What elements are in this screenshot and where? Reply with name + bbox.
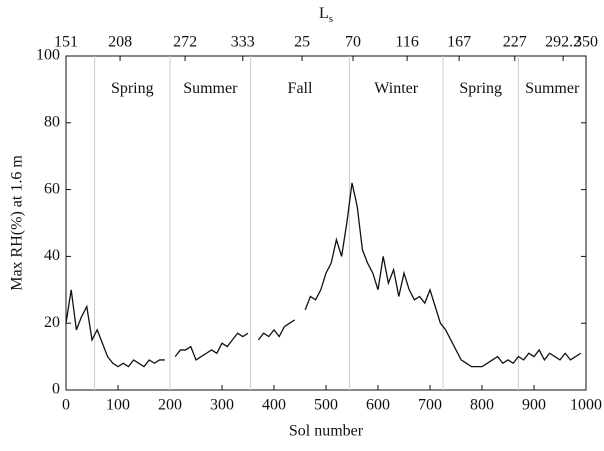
season-label: Winter [374, 80, 418, 97]
x-tick-label: 0 [62, 397, 70, 414]
x2-tick-label: 167 [447, 34, 471, 51]
plot-frame [65, 55, 587, 391]
x2-tick-label: 25 [294, 34, 310, 51]
x2-tick-label: 116 [395, 34, 418, 51]
x-tick-label: 200 [158, 397, 182, 414]
season-label: Summer [525, 80, 580, 97]
season-label: Spring [459, 80, 502, 97]
x2-tick-label: 151 [54, 34, 78, 51]
x-tick-label: 400 [262, 397, 286, 414]
x-tick-label: 900 [522, 397, 546, 414]
x2-tick-label: 272 [173, 34, 197, 51]
season-label: Fall [288, 80, 313, 97]
x2-tick-label: 70 [345, 34, 361, 51]
y-tick-label: 100 [36, 47, 60, 64]
season-label: Summer [183, 80, 238, 97]
x2-axis-title-main: L [319, 5, 329, 22]
y-tick-label: 40 [44, 247, 60, 264]
x2-tick-label: 208 [108, 34, 132, 51]
x2-axis-title: Ls [319, 5, 333, 25]
x-tick-label: 800 [470, 397, 494, 414]
y-tick-label: 80 [44, 113, 60, 130]
season-label: Spring [111, 80, 154, 97]
x2-tick-label: 350 [574, 34, 598, 51]
x-tick-label: 700 [418, 397, 442, 414]
y-axis-title: Max RH(%) at 1.6 m [9, 155, 26, 291]
x2-axis-title-sub: s [329, 13, 333, 25]
x-tick-label: 1000 [570, 397, 602, 414]
data-line [65, 182, 582, 368]
x2-tick-label: 292.2 [545, 34, 581, 51]
x-tick-label: 300 [210, 397, 234, 414]
x-tick-label: 500 [314, 397, 338, 414]
x-tick-label: 600 [366, 397, 390, 414]
x2-tick-label: 227 [503, 34, 527, 51]
x2-tick-label: 333 [231, 34, 255, 51]
x-axis-title: Sol number [289, 423, 364, 440]
y-tick-label: 60 [44, 180, 60, 197]
x-tick-label: 100 [106, 397, 130, 414]
y-tick-label: 20 [44, 314, 60, 331]
y-tick-label: 0 [52, 381, 60, 398]
